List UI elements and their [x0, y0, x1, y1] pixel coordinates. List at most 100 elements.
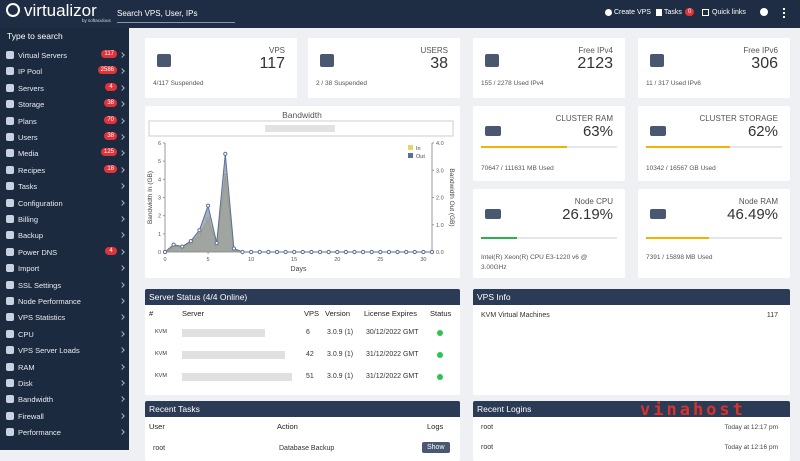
sidebar-item[interactable]: Storage 38 — [0, 96, 129, 112]
panel-title: Server Status (4/4 Online) — [145, 289, 460, 305]
login-user: root — [481, 424, 494, 431]
quick-links[interactable]: Quick links — [712, 9, 746, 16]
point — [188, 239, 193, 244]
create-vps-link[interactable]: Create VPS — [614, 9, 651, 16]
meter-note: 7391 / 15898 MB Used — [646, 254, 713, 261]
sidebar-item[interactable]: Billing — [0, 211, 129, 227]
column-header: License Expires — [364, 309, 417, 318]
sidebar-label: Storage — [18, 100, 45, 110]
sidebar-label: Tasks — [18, 182, 38, 192]
column-header: Server — [182, 309, 205, 318]
stat-note: 11 / 317 Used IPv6 — [646, 80, 701, 87]
sidebar-label: RAM — [18, 362, 35, 372]
task-user: root — [153, 445, 166, 452]
stat-value: 117 — [259, 55, 285, 72]
server-expires: 30/12/2022 GMT — [366, 329, 419, 336]
x-tick-label: 15 — [291, 257, 297, 263]
legend-label: Out — [416, 154, 425, 160]
bandwidth-panel: Bandwidth 0 1 2 3 4 5 6 0.0 1.0 2.0 3.0 4.0 0 5 10 15 20 2… — [145, 106, 460, 278]
sidebar-item[interactable]: VPS Statistics — [0, 309, 129, 325]
point — [223, 151, 228, 157]
sidebar-badge: 38 — [104, 132, 117, 140]
point — [309, 249, 314, 255]
sidebar-label: Power DNS — [18, 247, 58, 257]
panel-title: VPS Info — [473, 289, 790, 305]
column-header: VPS — [304, 309, 320, 318]
meter-card: Node CPU 26.19% Intel(R) Xeon(R) CPU E3-12… — [473, 189, 625, 278]
login-time: Today at 12:16 pm — [724, 444, 778, 451]
icon — [656, 9, 662, 16]
y-tick-label: 0 — [158, 250, 161, 256]
sidebar-item[interactable]: SSL Settings — [0, 277, 129, 293]
point — [300, 249, 305, 255]
sidebar-item[interactable]: Recipes 18 — [0, 162, 129, 178]
sidebar-item[interactable]: RAM — [0, 359, 129, 375]
sidebar-item[interactable]: Tasks — [0, 178, 129, 194]
sidebar-item[interactable]: Users 38 — [0, 129, 129, 145]
meter-card: CLUSTER STORAGE 62% 10342 / 16567 GB Used — [638, 106, 790, 181]
sidebar-item[interactable]: Configuration — [0, 195, 129, 211]
meter-bar — [481, 237, 517, 239]
sidebar-item[interactable]: Power DNS 4 — [0, 244, 129, 260]
stat-note: 2 / 38 Suspended — [316, 80, 367, 87]
column-header: User — [149, 422, 165, 431]
point — [343, 249, 348, 255]
stat-icon — [485, 54, 499, 67]
stat-icon — [157, 54, 171, 67]
sidebar-label: Performance — [18, 428, 61, 438]
menu-icon[interactable] — [783, 8, 785, 18]
info-value: 117 — [766, 312, 778, 319]
point — [231, 246, 237, 251]
sidebar-label: CPU — [18, 329, 34, 339]
sidebar: Type to search Virtual Servers 117 IP Pool… — [0, 28, 129, 450]
info-label: KVM Virtual Machines — [481, 312, 550, 319]
y2-tick-label: 1.0 — [436, 223, 444, 229]
meter-track — [646, 146, 782, 148]
point — [360, 249, 366, 255]
sidebar-search[interactable]: Type to search — [7, 31, 63, 41]
sidebar-item[interactable]: Servers 4 — [0, 80, 129, 96]
legend-label: In — [416, 146, 421, 152]
tasks-link[interactable]: Tasks — [664, 9, 682, 16]
sidebar-item[interactable]: Media 125 — [0, 145, 129, 161]
sidebar-label: IP Pool — [18, 67, 43, 77]
sidebar-label: Node Performance — [18, 297, 81, 306]
sidebar-item[interactable]: Performance — [0, 424, 129, 440]
sidebar-item[interactable]: CPU — [0, 326, 129, 342]
sidebar-item[interactable]: VPS Server Loads — [0, 342, 129, 358]
sidebar-item[interactable]: Backup — [0, 227, 129, 243]
y-tick-label: 5 — [158, 159, 161, 165]
sidebar-item[interactable]: Bandwidth — [0, 391, 129, 407]
y2-tick-label: 2.0 — [436, 196, 444, 202]
sidebar-badge: 125 — [100, 148, 117, 157]
sidebar-item[interactable]: Node Performance — [0, 293, 129, 309]
server-version: 3.0.9 (1) — [327, 329, 354, 336]
x-tick-label: 30 — [420, 257, 426, 263]
sidebar-badge: 4 — [105, 246, 117, 255]
sidebar-item[interactable]: Firewall — [0, 408, 129, 424]
show-button[interactable]: Show — [422, 442, 450, 453]
x-tick-label: 10 — [248, 257, 254, 263]
point — [395, 249, 400, 255]
point — [205, 203, 211, 208]
point — [335, 249, 340, 255]
tasks-badge: 0 — [685, 8, 695, 16]
sidebar-item[interactable]: IP Pool 2586 — [0, 63, 129, 79]
sidebar-item[interactable]: Disk — [0, 375, 129, 391]
sidebar-item[interactable]: Virtual Servers 117 — [0, 47, 129, 63]
legend-swatch — [408, 153, 413, 158]
column-header: Logs — [427, 422, 444, 431]
stat-card: VPS 117 4/117 Suspended — [145, 38, 297, 98]
sidebar-item[interactable]: Plans 70 — [0, 113, 129, 129]
sidebar-badge: 70 — [104, 115, 117, 124]
user-icon[interactable] — [760, 8, 768, 16]
point — [257, 249, 262, 255]
watermark: vinahost — [640, 400, 746, 420]
y-tick-label: 1 — [158, 232, 161, 238]
server-type: KVM — [155, 329, 167, 335]
sidebar-label: Disk — [18, 379, 33, 388]
point — [429, 249, 435, 255]
sidebar-item[interactable]: Import — [0, 260, 129, 276]
point — [197, 228, 202, 233]
search-box[interactable]: Search VPS, User, IPs — [117, 4, 235, 23]
